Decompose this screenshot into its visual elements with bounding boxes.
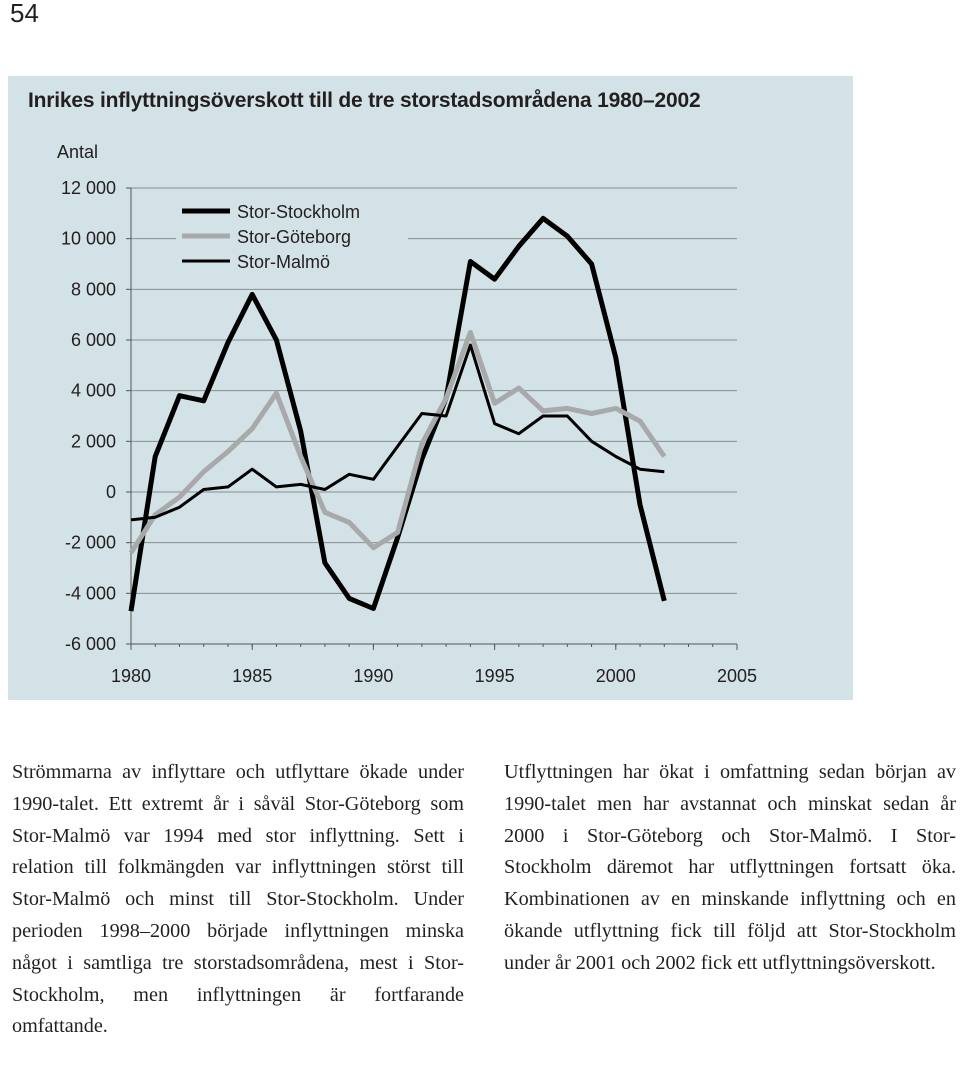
chart-title: Inrikes inflyttningsöverskott till de tr…: [28, 89, 701, 112]
axes: 12 000 10 000 8 000 6 000 4 000 2 000 0 -2 000 -…: [61, 178, 757, 686]
body-text-right-column: Utflyttningen har ökat i omfattning seda…: [504, 761, 956, 974]
y-tick-label: 10 000: [61, 229, 116, 249]
legend-label-stor-goteborg: Stor-Göteborg: [237, 227, 351, 247]
legend-label-stor-stockholm: Stor-Stockholm: [237, 202, 360, 222]
y-tick-label: 2 000: [71, 431, 116, 451]
x-tick-label: 2000: [596, 666, 636, 686]
y-tick-label: -4 000: [65, 583, 116, 603]
y-tick-label: 8 000: [71, 279, 116, 299]
y-tick-label: 0: [106, 482, 116, 502]
body-text-left-column: Strömmarna av inflyttare och utflyttare …: [12, 761, 464, 1038]
y-tick-label: -2 000: [65, 533, 116, 553]
chart-panel: [8, 76, 853, 700]
legend-label-stor-malmo: Stor-Malmö: [237, 252, 330, 272]
series-lines: [128, 215, 667, 612]
y-tick-label: 6 000: [71, 330, 116, 350]
x-tick-label: 1985: [232, 666, 272, 686]
x-tick-label: 1980: [111, 666, 151, 686]
y-tick-label: 4 000: [71, 381, 116, 401]
x-tick-label: 1990: [353, 666, 393, 686]
page-number: 54: [10, 0, 39, 28]
legend: Stor-Stockholm Stor-Göteborg Stor-Malmö: [176, 198, 408, 274]
x-tick-label: 2005: [717, 666, 757, 686]
series-line-stor-goteborg: [128, 329, 667, 555]
series-line-stor-malmo: [130, 343, 665, 522]
line-chart: Antal 12 000 10 000 8 000 6 000 4 000 2 000 0 -…: [57, 142, 757, 686]
y-tick-label: -6 000: [65, 634, 116, 654]
x-tick-label: 1995: [475, 666, 515, 686]
series-line-stor-stockholm: [128, 215, 667, 612]
y-axis-label: Antal: [57, 142, 98, 162]
y-tick-label: 12 000: [61, 178, 116, 198]
